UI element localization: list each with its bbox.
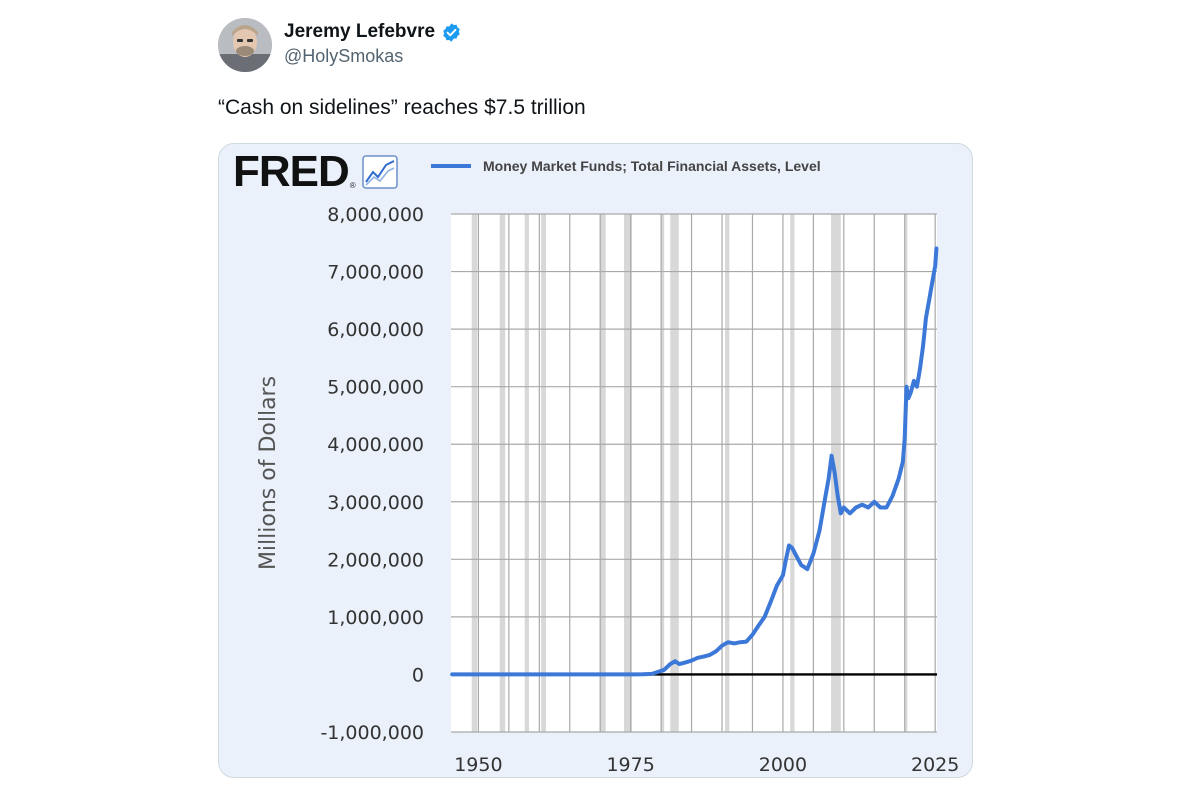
recession-band-11	[905, 214, 908, 732]
y-tick-label: 2,000,000	[327, 549, 424, 571]
recession-band-4	[599, 214, 606, 732]
author-handle[interactable]: @HolySmokas	[284, 46, 404, 66]
recession-band-0	[471, 214, 478, 732]
x-tick-label: 1950	[454, 754, 502, 776]
y-tick-label: 4,000,000	[327, 434, 424, 456]
chart-legend: Money Market Funds; Total Financial Asse…	[431, 158, 821, 174]
y-tick-label: 6,000,000	[327, 319, 424, 341]
fred-logo: FRED ®	[233, 150, 398, 194]
chart-image[interactable]: 8,000,000 7,000,000 6,000,000 5,000,000 4,00…	[218, 143, 973, 778]
recession-band-5	[623, 214, 632, 732]
legend-label: Money Market Funds; Total Financial Asse…	[483, 158, 821, 174]
recession-band-1	[499, 214, 506, 732]
tweet-text: “Cash on sidelines” reaches $7.5 trillio…	[218, 96, 586, 119]
recession-band-8	[725, 214, 730, 732]
legend-swatch	[431, 164, 471, 168]
series-line-0	[450, 246, 939, 677]
x-tick-label: 2025	[911, 754, 959, 776]
x-tick-label: 2000	[759, 754, 807, 776]
y-tick-label: 3,000,000	[327, 492, 424, 514]
fred-logo-text: FRED	[233, 147, 350, 196]
recession-band-2	[524, 214, 529, 732]
registered-mark: ®	[349, 181, 356, 190]
fred-chart: 8,000,000 7,000,000 6,000,000 5,000,000 4,00…	[256, 204, 959, 776]
y-tick-label: -1,000,000	[320, 722, 424, 744]
x-tick-label: 1975	[606, 754, 654, 776]
recession-band-9	[790, 214, 795, 732]
author-name[interactable]: Jeremy Lefebvre	[284, 21, 436, 42]
author-block: Jeremy Lefebvre @HolySmokas	[284, 21, 462, 67]
avatar-photo-icon	[218, 18, 272, 72]
line-chart-icon	[361, 155, 398, 189]
y-tick-label: 5,000,000	[327, 377, 424, 399]
y-tick-label: 0	[412, 664, 424, 686]
y-tick-label: 7,000,000	[327, 262, 424, 284]
y-axis-label: Millions of Dollars	[256, 376, 281, 570]
recession-band-7	[670, 214, 679, 732]
y-tick-label: 8,000,000	[327, 204, 424, 226]
y-tick-label: 1,000,000	[327, 607, 424, 629]
plot-area	[451, 214, 937, 732]
avatar[interactable]	[218, 18, 272, 72]
recession-band-3	[541, 214, 547, 732]
verified-badge-icon	[443, 22, 460, 42]
recession-band-6	[661, 214, 665, 732]
